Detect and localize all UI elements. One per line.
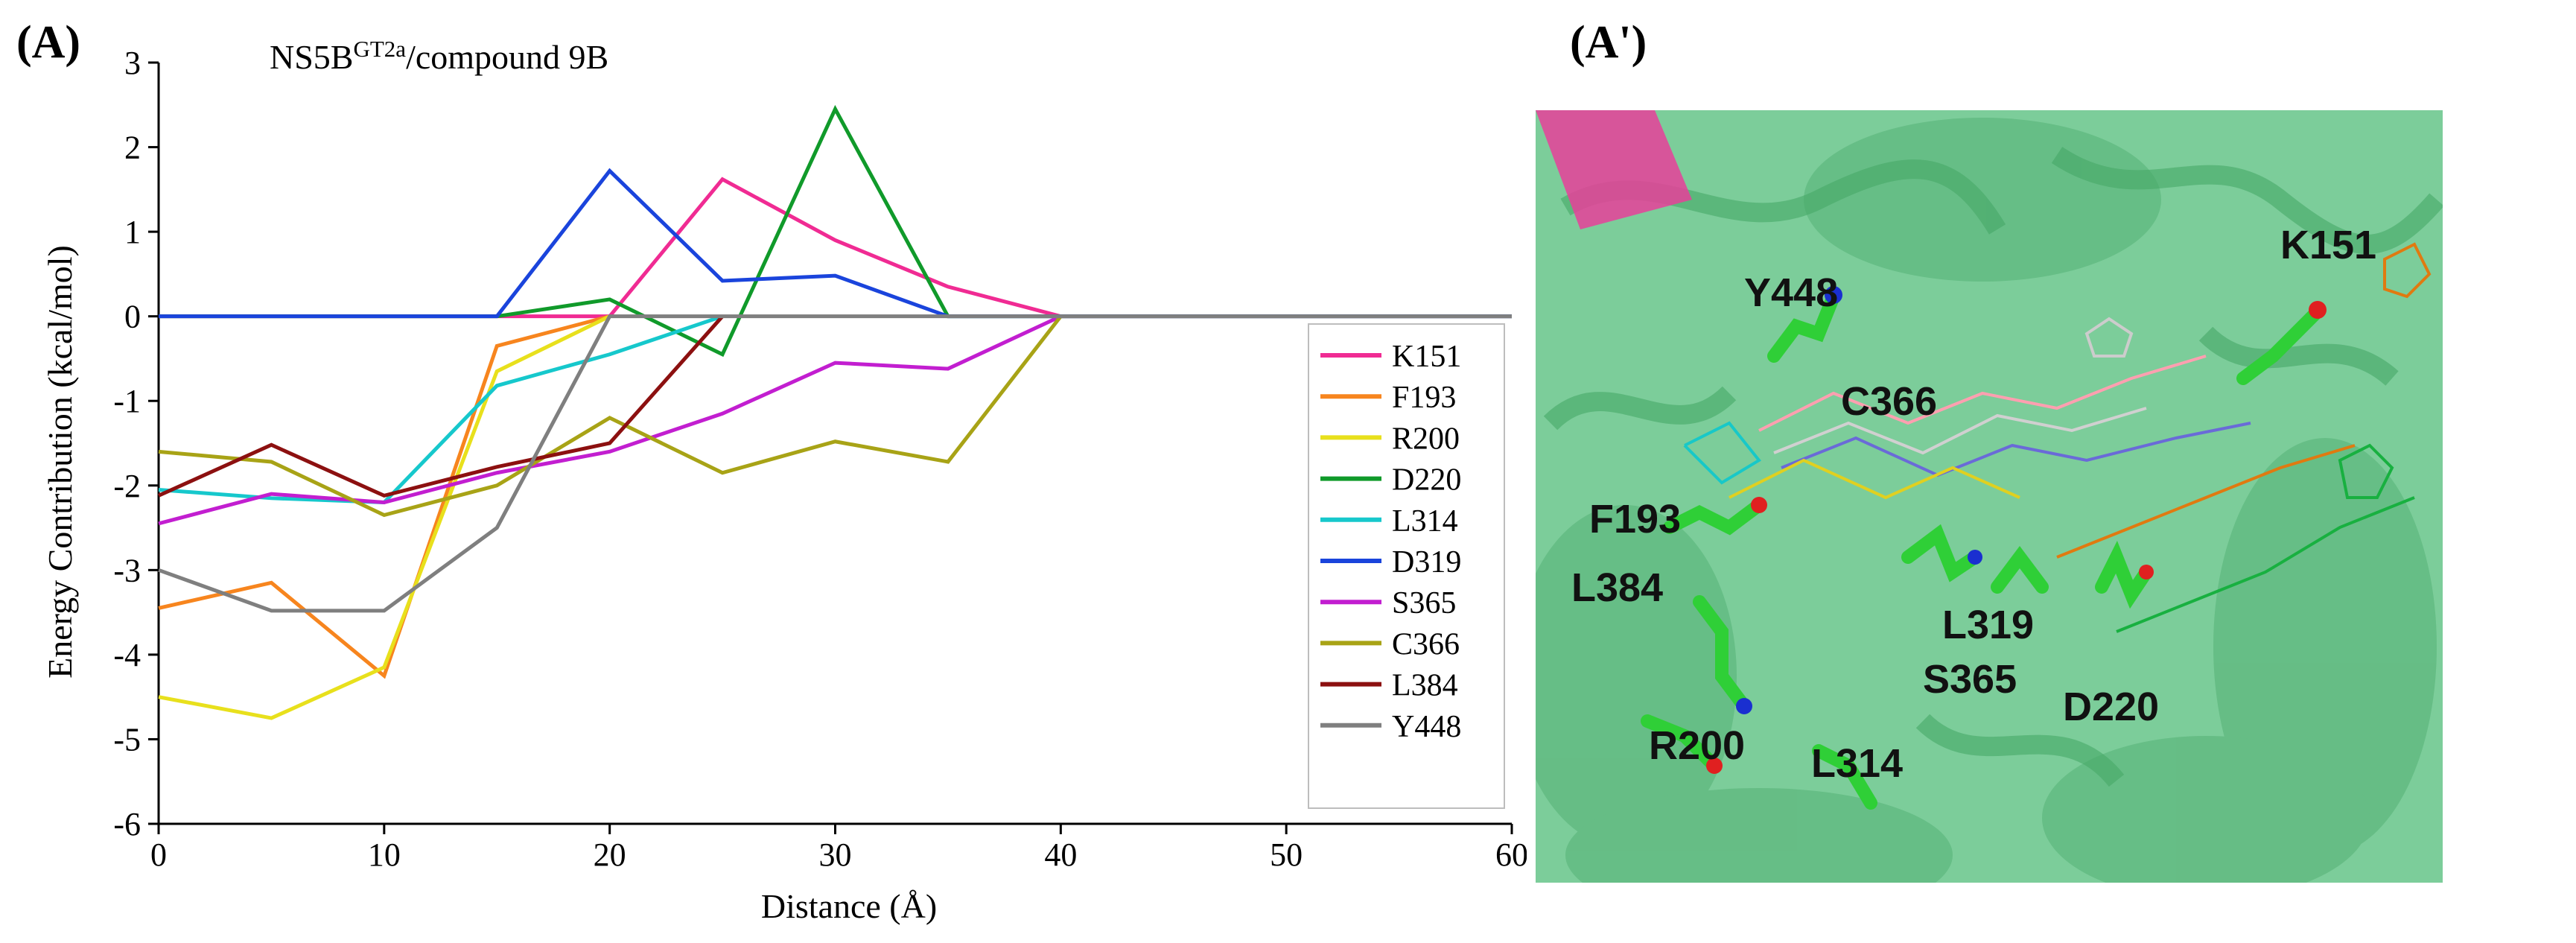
series-line-r200 bbox=[158, 314, 611, 720]
series-line-s365 bbox=[158, 314, 1062, 526]
chart-title-superscript: GT2a bbox=[353, 36, 406, 62]
series-line-k151 bbox=[159, 177, 1512, 319]
legend-label-f193: F193 bbox=[1392, 381, 1456, 415]
legend-label-r200: R200 bbox=[1392, 422, 1460, 456]
residue-label-l314: L314 bbox=[1811, 741, 1904, 786]
residue-label-c366: C366 bbox=[1841, 379, 1938, 424]
y-tick-label: -6 bbox=[113, 806, 141, 842]
legend: K151 F193 R200 D220 L314 D319 S365 C366 L384 Y448 bbox=[1308, 323, 1505, 809]
y-tick-label: -4 bbox=[113, 637, 141, 673]
x-tick-label: 0 bbox=[150, 836, 167, 873]
y-axis-label: Energy Contribution (kcal/mol) bbox=[41, 245, 79, 679]
x-tick-label: 50 bbox=[1270, 836, 1303, 873]
legend-label-d319: D319 bbox=[1392, 545, 1461, 580]
series-line-f193 bbox=[158, 314, 611, 679]
legend-label-c366: C366 bbox=[1392, 627, 1460, 661]
x-tick-label: 60 bbox=[1495, 836, 1527, 873]
y-tick-label: 0 bbox=[124, 299, 141, 335]
series-line-l314 bbox=[158, 314, 723, 505]
chart-title: NS5BGT2a/compound 9B bbox=[270, 36, 608, 76]
residue-label-f193: F193 bbox=[1589, 497, 1682, 542]
chart-title-main: NS5B bbox=[270, 38, 353, 76]
x-tick-label: 10 bbox=[368, 836, 401, 873]
legend-label-k151: K151 bbox=[1392, 340, 1461, 374]
residue-sticks bbox=[1641, 290, 2324, 810]
y-tick-label: -5 bbox=[113, 721, 141, 758]
protein-cartoon bbox=[1536, 118, 2437, 883]
legend-label-d220: D220 bbox=[1392, 463, 1461, 498]
residue-label-d220: D220 bbox=[2063, 685, 2160, 729]
structure-panel: K151 Y448 C366 F193 L384 L319 S365 D220 … bbox=[1536, 110, 2443, 883]
panel-label-a-prime: (A') bbox=[1570, 17, 1647, 68]
y-tick-label: -2 bbox=[113, 468, 141, 504]
ticks-layer: 0 10 20 30 40 50 60 -6 -5 -4 -3 -2 -1 0 1 2 3 bbox=[113, 45, 1527, 873]
structure-illustration bbox=[1536, 110, 2443, 883]
ligand-wireframes bbox=[1683, 242, 2432, 633]
residue-label-l319: L319 bbox=[1942, 603, 2035, 647]
legend-label-l314: L314 bbox=[1392, 504, 1458, 539]
x-tick-label: 40 bbox=[1044, 836, 1077, 873]
y-tick-label: 2 bbox=[124, 130, 141, 166]
residue-label-r200: R200 bbox=[1649, 723, 1746, 768]
series-line-d319 bbox=[159, 168, 1512, 319]
beta-strand bbox=[1536, 110, 1692, 229]
panel-label-a: (A) bbox=[16, 17, 81, 68]
y-tick-label: 1 bbox=[124, 214, 141, 250]
legend-label-y448: Y448 bbox=[1392, 710, 1461, 744]
chart-title-rest: /compound 9B bbox=[406, 38, 608, 76]
energy-line-chart: 0 10 20 30 40 50 60 -6 -5 -4 -3 -2 -1 0 1 2 3 NS5BGT2a/c… bbox=[41, 36, 1527, 925]
residue-label-y448: Y448 bbox=[1744, 270, 1839, 315]
series-layer bbox=[157, 104, 1512, 720]
residue-label-k151: K151 bbox=[2280, 223, 2377, 267]
y-tick-label: -1 bbox=[113, 383, 141, 419]
series-line-l384 bbox=[157, 315, 724, 498]
series-line-c366 bbox=[158, 315, 1063, 518]
x-tick-label: 20 bbox=[594, 836, 626, 873]
y-tick-label: 3 bbox=[124, 45, 141, 81]
series-line-y448 bbox=[158, 314, 1512, 613]
legend-label-l384: L384 bbox=[1392, 669, 1458, 703]
atom-caps bbox=[1706, 286, 2327, 774]
x-tick-label: 30 bbox=[819, 836, 852, 873]
x-axis-label: Distance (Å) bbox=[761, 887, 937, 925]
y-tick-label: -3 bbox=[113, 552, 141, 588]
legend-label-s365: S365 bbox=[1392, 586, 1456, 620]
residue-label-s365: S365 bbox=[1923, 657, 2017, 702]
residue-label-l384: L384 bbox=[1571, 565, 1664, 610]
